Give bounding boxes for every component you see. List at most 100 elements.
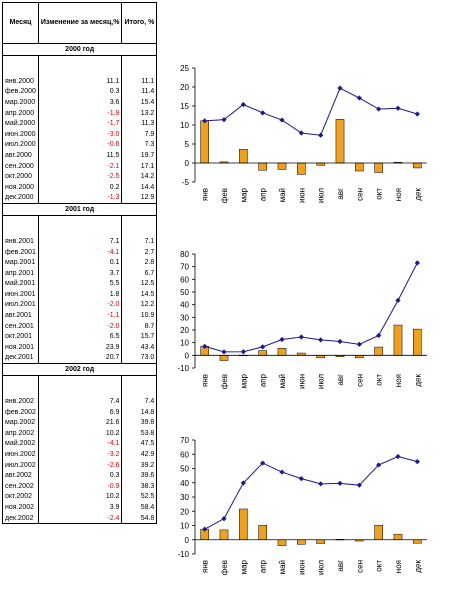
spacer-cell [38, 376, 122, 397]
x-tick-label: май [278, 560, 287, 574]
change-cell: -1.7 [37, 118, 123, 129]
table-row: янв.2001 7.1 7.1 [2, 236, 158, 247]
x-tick-label: сен [355, 374, 364, 387]
total-cell: 14.5 [121, 289, 158, 300]
x-tick-label: июл [317, 188, 326, 203]
x-tick-label: фев [220, 560, 229, 575]
month-cell: май.2000 [2, 118, 39, 129]
x-tick-label: фев [220, 374, 229, 389]
y-tick-label: -5 [182, 178, 190, 187]
month-cell: ноя.2000 [2, 181, 39, 193]
series-point [221, 117, 227, 123]
header-total: Итого, % [121, 2, 158, 44]
table-row: апр.2002 10.2 53.8 [2, 428, 158, 439]
y-tick-label: 60 [180, 450, 189, 459]
bar [219, 529, 229, 541]
y-tick-label: 15 [180, 102, 189, 111]
month-cell: ноя.2002 [2, 502, 39, 513]
series-line [204, 262, 418, 353]
series-point [202, 118, 208, 124]
table-row: мар.2000 3.6 15.4 [2, 97, 158, 108]
month-cell: дек.2000 [2, 192, 39, 205]
table-row: авг.2001 -1.1 10.9 [2, 310, 158, 321]
month-cell: июл.2001 [2, 299, 39, 311]
change-cell: -1.3 [37, 192, 123, 205]
y-tick-label: 20 [180, 326, 189, 335]
x-tick-label: янв [201, 374, 210, 387]
total-cell: 54.8 [121, 512, 158, 525]
month-cell: дек.2002 [2, 512, 39, 525]
change-cell: 3.6 [37, 97, 123, 108]
y-tick-label: 70 [180, 263, 189, 272]
x-tick-label: дек [413, 188, 422, 201]
month-cell: авг.2000 [2, 150, 39, 161]
total-cell: 11.1 [121, 76, 158, 87]
y-tick-label: 20 [180, 83, 189, 92]
x-tick-label: июл [317, 560, 326, 575]
month-cell: мар.2000 [2, 97, 39, 108]
bar [413, 328, 422, 356]
bar [374, 346, 383, 356]
table-row: фев.2002 6.9 14.8 [2, 406, 158, 418]
x-tick-label: ноя [394, 374, 403, 387]
chart-2001: -10 0 10 20 30 40 50 60 70 80 янв фев мар апр май июн ию… [165, 246, 435, 421]
change-cell: 5.5 [37, 278, 123, 290]
table-row: июн.2001 1.8 14.5 [2, 289, 158, 300]
y-tick-label: 0 [185, 159, 190, 168]
spacer-cell [2, 215, 39, 237]
table-row: фев.2000 0.3 11.4 [2, 86, 158, 98]
total-cell: 6.7 [121, 267, 158, 279]
month-cell: июл.2002 [2, 459, 39, 471]
table-row: ноя.2002 3.9 58.4 [2, 502, 158, 513]
total-cell: 43.4 [121, 342, 158, 353]
month-cell: фев.2000 [2, 86, 39, 98]
month-cell: апр.2000 [2, 107, 39, 119]
y-tick-label: 10 [180, 522, 189, 531]
series-point [318, 132, 324, 138]
total-cell: 15.7 [121, 331, 158, 343]
series-point [298, 476, 304, 482]
total-cell: 12.9 [121, 192, 158, 205]
table-row: ноя.2001 23.9 43.4 [2, 342, 158, 353]
table-row: май.2001 5.5 12.5 [2, 278, 158, 290]
total-cell: 7.4 [121, 396, 158, 407]
x-tick-label: окт [375, 188, 384, 200]
y-tick-label: -10 [177, 550, 189, 559]
y-tick-label: 5 [185, 140, 190, 149]
y-tick-label: 70 [180, 436, 189, 445]
y-tick-label: 10 [180, 121, 189, 130]
bar [413, 162, 422, 169]
change-cell: -1.9 [37, 107, 123, 119]
bar [393, 324, 403, 356]
total-cell: 2.7 [121, 246, 158, 258]
table-row: май.2000 -1.7 11.3 [2, 118, 158, 129]
table-row: окт.2002 10.2 52.5 [2, 491, 158, 503]
month-cell: апр.2001 [2, 267, 39, 279]
month-cell: мар.2001 [2, 257, 39, 268]
month-cell: сен.2001 [2, 320, 39, 332]
y-tick-label: 60 [180, 275, 189, 284]
x-tick-label: апр [259, 373, 268, 387]
year-label: 2002 год [1, 363, 158, 377]
table-row: мар.2002 21.6 39.8 [2, 417, 158, 429]
bar [374, 162, 383, 173]
table-row: сен.2002 -0.9 38.3 [2, 481, 158, 492]
total-cell: 8.7 [121, 320, 158, 332]
change-cell: 3.7 [37, 267, 123, 279]
x-tick-label: май [278, 374, 287, 388]
bar [297, 162, 306, 175]
table-row: окт.2000 -2.5 14.2 [2, 171, 158, 182]
table-row: сен.2000 -2.1 17.1 [2, 160, 158, 172]
total-cell: 13.2 [121, 107, 158, 119]
table-row: июн.2002 -3.2 42.9 [2, 449, 158, 460]
series-point [414, 459, 420, 465]
change-cell: -2.0 [37, 299, 123, 311]
month-cell: дек.2001 [2, 352, 39, 365]
x-tick-label: окт [375, 560, 384, 572]
spacer-cell [121, 375, 158, 397]
bar [258, 350, 267, 356]
x-tick-label: июн [297, 188, 306, 203]
change-cell: 7.4 [37, 396, 123, 407]
table-row: июл.2002 -2.6 39.2 [2, 459, 158, 471]
x-tick-label: мар [239, 187, 248, 202]
